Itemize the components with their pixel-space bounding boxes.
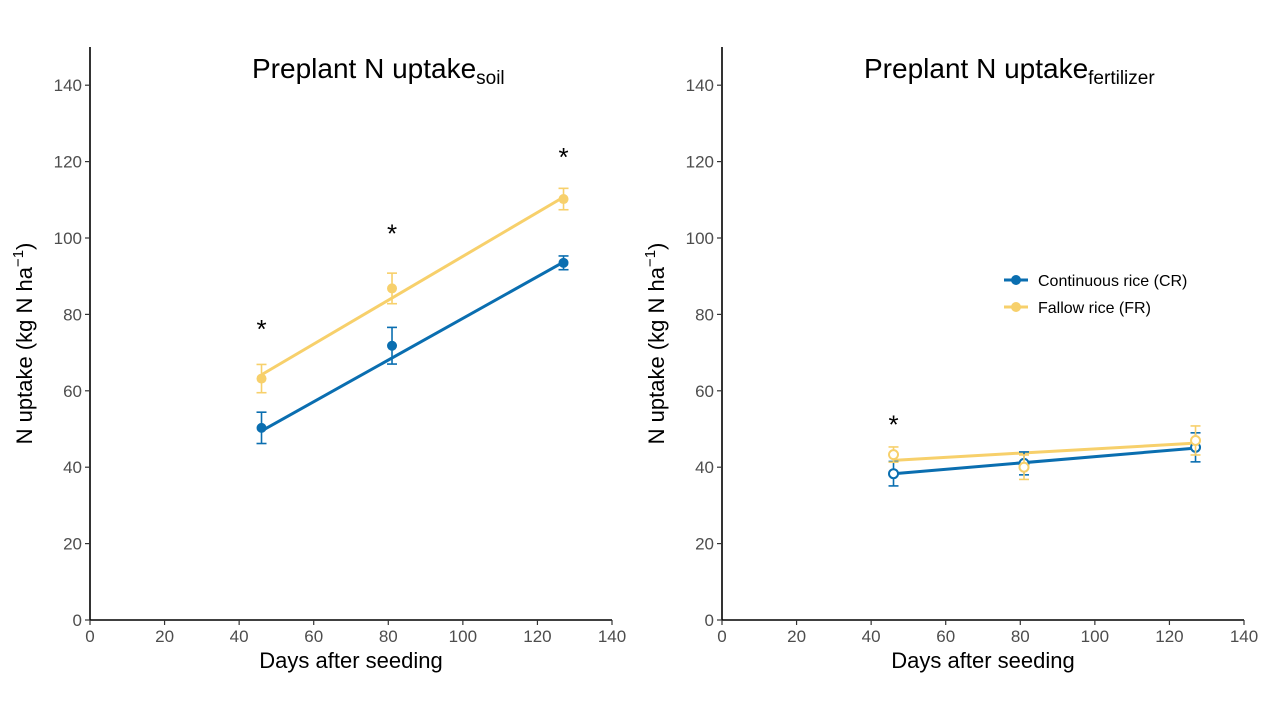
x-tick-label: 140 [598,627,626,646]
y-axis-title: N uptake (kg N ha−1) [642,243,669,445]
panel-title-main: Preplant N uptake [864,53,1088,84]
series-1 [260,195,565,377]
panel-title-subscript: soil [476,68,505,89]
y-tick-label: 120 [686,153,714,172]
series-0 [260,260,565,433]
x-tick-label: 80 [1011,627,1030,646]
y-axis-title: N uptake (kg N ha−1) [10,243,37,445]
y-axis-title-superscript: −1 [642,250,659,267]
panel-title: Preplant N uptakefertilizer [864,53,1155,89]
x-tick-label: 20 [787,627,806,646]
chart-panel-0: 0 20 40 60 80 100 120 140 0 20 40 60 80 100 120 140 Days… [10,47,626,673]
regression-line [260,260,565,433]
y-tick-label: 80 [695,305,714,324]
legend-swatch-dot [1011,275,1021,285]
series-0 [893,446,1196,476]
regression-line [893,441,1196,462]
y-axis-title-close: ) [644,243,669,250]
y-tick-label: 140 [686,76,714,95]
legend-label: Fallow rice (FR) [1038,300,1151,317]
series-1-points [888,425,1202,481]
legend-label: Continuous rice (CR) [1038,273,1187,290]
series-1 [893,441,1196,462]
y-axis-title-superscript: −1 [10,250,27,267]
y-tick-label: 140 [54,76,82,95]
data-point [888,468,900,480]
data-point [256,422,267,433]
y-tick-label: 80 [63,305,82,324]
x-tick-label: 100 [449,627,477,646]
y-tick-label: 0 [73,611,82,630]
x-tick-label: 40 [862,627,881,646]
x-tick-label: 20 [155,627,174,646]
y-tick-label: 60 [695,382,714,401]
y-axis-title-main: N uptake (kg N ha [12,266,37,444]
x-tick-label: 120 [1155,627,1183,646]
significance-asterisk: * [387,219,397,249]
x-tick-label: 0 [717,627,726,646]
significance-asterisk: * [888,410,898,440]
y-tick-label: 40 [695,458,714,477]
x-tick-label: 100 [1081,627,1109,646]
data-point [888,449,900,461]
x-tick-label: 120 [523,627,551,646]
data-point [558,194,569,205]
x-axis-title: Days after seeding [259,648,442,673]
y-tick-label: 0 [705,611,714,630]
data-point [256,373,267,384]
x-tick-label: 0 [85,627,94,646]
y-tick-label: 40 [63,458,82,477]
x-tick-label: 60 [936,627,955,646]
panel-title: Preplant N uptakesoil [252,53,505,89]
regression-line [260,195,565,377]
data-point [558,257,569,268]
x-tick-label: 140 [1230,627,1258,646]
series-0-points [256,255,569,445]
x-tick-label: 80 [379,627,398,646]
x-axis-title: Days after seeding [891,648,1074,673]
data-point [387,283,398,294]
data-point [1190,434,1202,446]
significance-asterisk: * [558,142,568,172]
panel-title-subscript: fertilizer [1088,68,1155,89]
chart-panel-1: 0 20 40 60 80 100 120 140 0 20 40 60 80 100 120 140 Days… [642,47,1258,673]
y-tick-label: 20 [695,535,714,554]
data-point [387,340,398,351]
data-point [1018,461,1030,473]
regression-line [893,446,1196,476]
significance-asterisk: * [256,314,266,344]
series-1-points [256,187,569,394]
y-tick-label: 60 [63,382,82,401]
legend: Continuous rice (CR) Fallow rice (FR) [1004,273,1187,317]
y-axis-title-close: ) [12,243,37,250]
y-tick-label: 100 [686,229,714,248]
y-tick-label: 120 [54,153,82,172]
x-tick-label: 60 [304,627,323,646]
y-tick-label: 20 [63,535,82,554]
x-tick-label: 40 [230,627,249,646]
panel-title-main: Preplant N uptake [252,53,476,84]
y-axis-title-main: N uptake (kg N ha [644,266,669,444]
y-tick-label: 100 [54,229,82,248]
legend-swatch-dot [1011,302,1021,312]
